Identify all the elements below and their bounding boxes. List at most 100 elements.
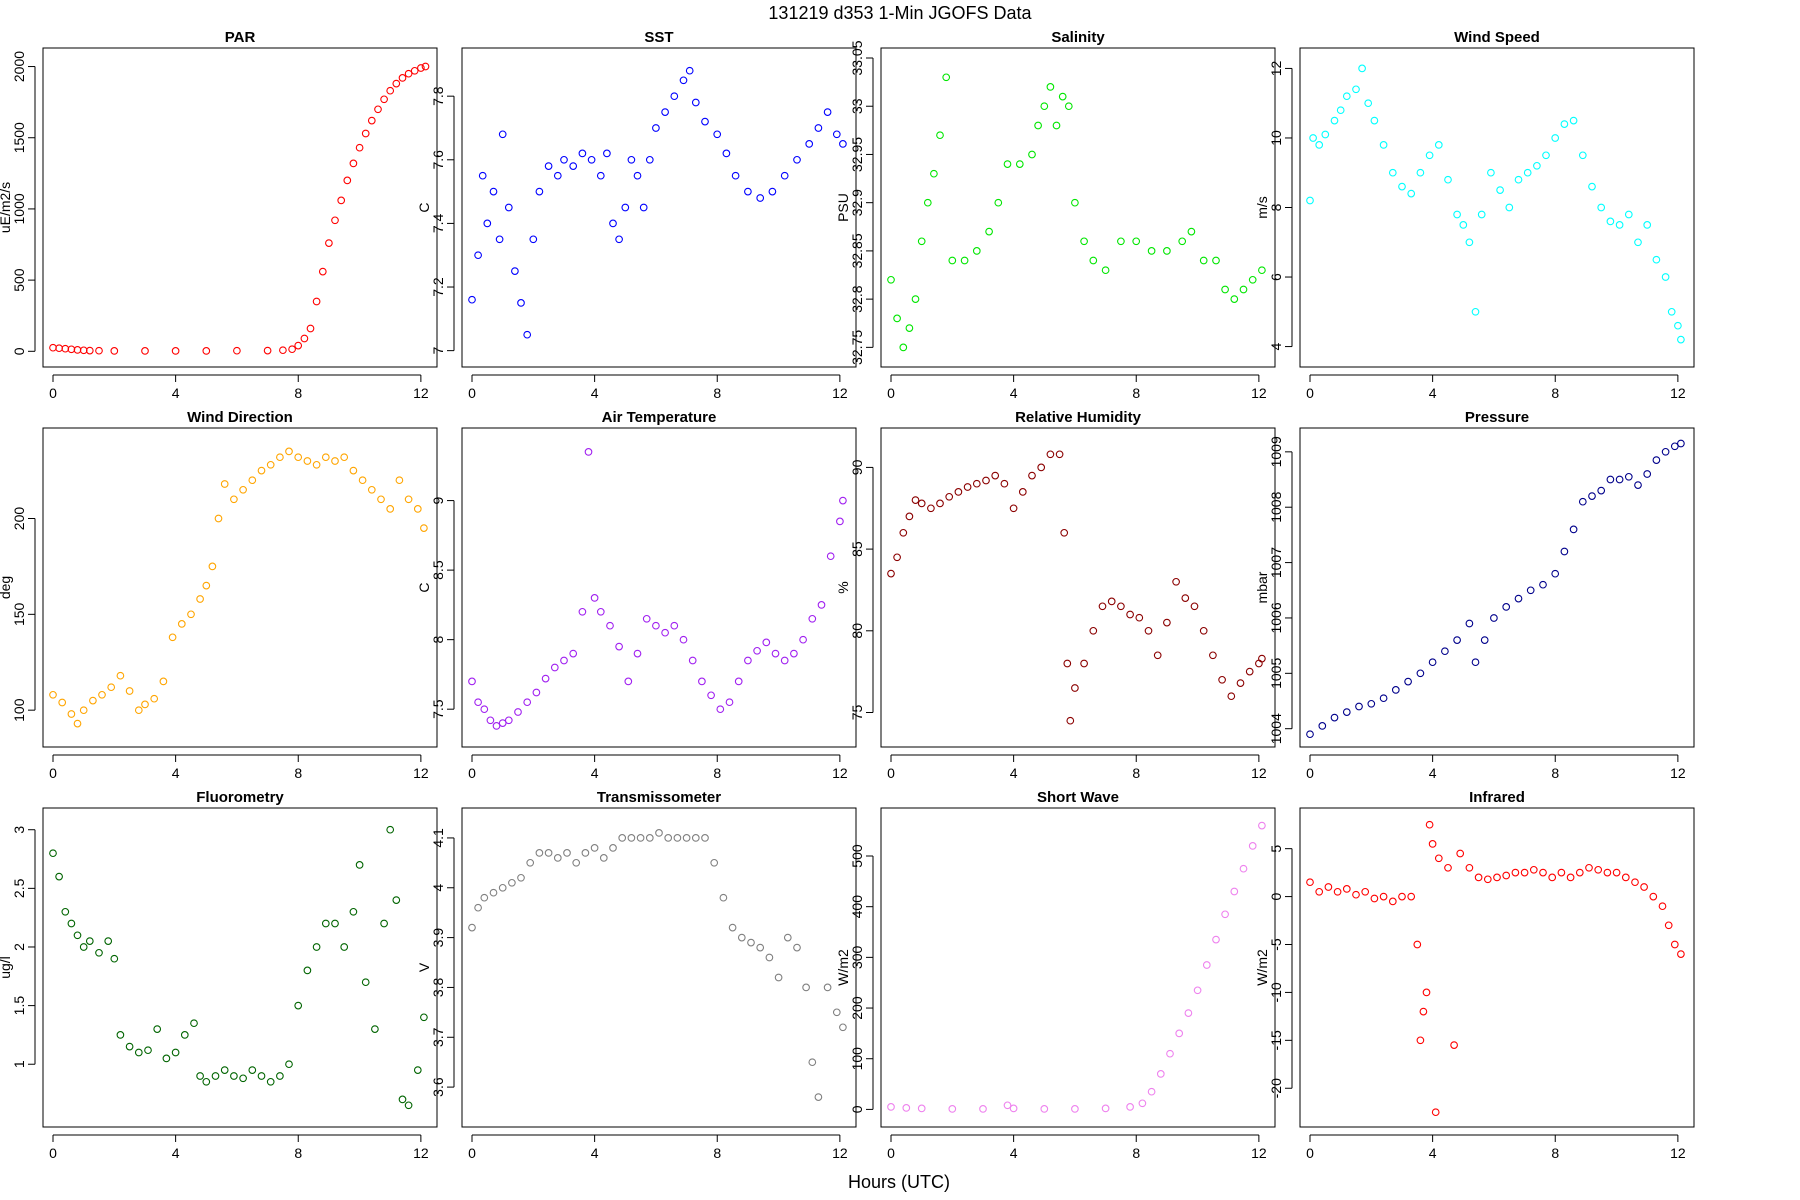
data-point xyxy=(398,1095,407,1104)
data-point xyxy=(1040,102,1049,111)
data-point xyxy=(486,716,495,725)
data-point xyxy=(707,691,715,700)
x-tick-label: 8 xyxy=(1132,385,1140,401)
y-tick-label: 3 xyxy=(11,826,27,834)
y-tick-label: 0 xyxy=(849,1105,865,1113)
y-tick-label: 33.05 xyxy=(849,40,865,75)
data-point xyxy=(1496,186,1504,194)
x-tick-label: 4 xyxy=(1010,1145,1018,1161)
data-point xyxy=(141,700,149,709)
y-tick-label: 1008 xyxy=(1268,491,1284,522)
x-tick-label: 4 xyxy=(172,385,180,401)
y-axis-label: uE/m2/s xyxy=(0,182,13,233)
data-point xyxy=(1248,842,1257,850)
data-point xyxy=(1670,940,1679,949)
data-point xyxy=(1342,885,1351,893)
y-tick-label: 3.6 xyxy=(430,1077,446,1097)
data-point xyxy=(1643,221,1652,229)
data-point xyxy=(1643,470,1652,478)
data-point xyxy=(563,849,571,857)
x-tick-label: 12 xyxy=(413,385,429,401)
data-point xyxy=(685,66,694,75)
y-tick-label: 90 xyxy=(849,459,865,475)
y-tick-label: 200 xyxy=(849,996,865,1020)
data-point xyxy=(526,858,535,867)
data-point xyxy=(1352,890,1360,899)
data-point xyxy=(1526,586,1535,595)
data-point xyxy=(337,196,346,205)
y-tick-label: 8.5 xyxy=(430,560,446,580)
data-point xyxy=(61,907,70,916)
data-point xyxy=(1456,849,1465,858)
data-point xyxy=(349,159,358,168)
data-point xyxy=(1542,151,1550,160)
data-point xyxy=(1144,626,1153,635)
data-point xyxy=(544,162,553,170)
data-point xyxy=(839,496,847,505)
data-point xyxy=(917,499,926,508)
data-point xyxy=(144,1046,152,1055)
data-point xyxy=(55,872,63,881)
data-point xyxy=(1255,659,1263,668)
data-point xyxy=(1379,694,1388,703)
data-point xyxy=(1236,679,1245,687)
data-point xyxy=(410,66,419,75)
x-tick-label: 12 xyxy=(1251,385,1267,401)
data-point xyxy=(177,620,186,628)
data-point xyxy=(839,140,847,148)
data-point xyxy=(691,98,700,107)
data-point xyxy=(498,883,507,892)
data-point xyxy=(1342,92,1351,101)
data-point xyxy=(1333,887,1342,896)
y-tick-label: 7.5 xyxy=(430,699,446,719)
x-tick-label: 8 xyxy=(294,1145,302,1161)
data-point xyxy=(1487,168,1495,177)
data-point xyxy=(1578,497,1587,506)
data-point xyxy=(814,124,823,132)
data-point xyxy=(404,69,413,78)
y-tick-label: 2000 xyxy=(11,51,27,82)
data-point xyxy=(187,610,195,619)
data-point xyxy=(125,1042,134,1051)
data-point xyxy=(306,324,315,333)
data-point xyxy=(1505,203,1514,212)
data-point xyxy=(294,341,303,350)
data-point xyxy=(1453,210,1461,219)
data-point xyxy=(615,642,623,651)
data-point xyxy=(1370,894,1379,903)
data-point xyxy=(1080,237,1088,246)
data-point xyxy=(1306,196,1314,205)
panel-3: Wind Speed 0 4 8 12 4 6 8 10 12 m/s xyxy=(1254,29,1695,401)
data-point xyxy=(1190,602,1199,611)
data-point xyxy=(1221,285,1229,294)
data-point xyxy=(321,453,330,462)
data-point xyxy=(1212,935,1220,944)
data-point xyxy=(349,907,358,916)
data-point xyxy=(1230,887,1239,896)
data-point xyxy=(67,919,76,928)
data-point xyxy=(1028,150,1036,159)
data-point xyxy=(701,834,709,842)
data-point xyxy=(535,849,544,857)
x-tick-label: 0 xyxy=(49,385,57,401)
x-tick-label: 12 xyxy=(1251,1145,1267,1161)
data-point xyxy=(780,171,789,180)
plot-box xyxy=(1299,47,1695,368)
x-tick-label: 8 xyxy=(1132,1145,1140,1161)
data-point xyxy=(331,457,339,465)
figure-xlabel: Hours (UTC) xyxy=(848,1172,950,1192)
data-point xyxy=(417,64,425,72)
y-tick-label: 0 xyxy=(1268,892,1284,900)
data-point xyxy=(1520,868,1529,877)
data-point xyxy=(814,1093,823,1101)
data-point xyxy=(1585,863,1593,872)
panel-11: Infrared 0 4 8 12 -20 -15 -10 -5 0 5 W/m2 xyxy=(1254,789,1695,1161)
data-point xyxy=(1548,873,1557,882)
data-point xyxy=(645,155,654,164)
y-tick-label: 4.1 xyxy=(430,828,446,848)
data-point xyxy=(1661,273,1670,281)
data-point xyxy=(1677,950,1685,958)
data-point xyxy=(569,649,578,658)
y-tick-label: -5 xyxy=(1268,938,1284,951)
